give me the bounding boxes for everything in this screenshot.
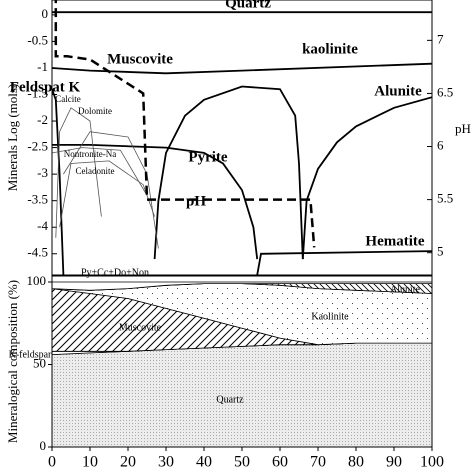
plot-frame [51, 0, 433, 276]
x-tick-label: 0 [48, 454, 56, 471]
series-label: Nontronite-Na [64, 149, 116, 159]
series-label: Feldspat K [10, 79, 81, 95]
series-label: Dolomite [78, 106, 112, 116]
series-label: Hematite [365, 233, 424, 249]
x-tick-label: 60 [272, 454, 288, 471]
series-label: Muscovite [107, 51, 173, 67]
y-tick-label: 50 [33, 355, 46, 370]
y-axis-label: Minerals Log (mols) [5, 84, 20, 192]
y-tick-label: -0.5 [27, 32, 48, 47]
series-label: Pyrite [188, 149, 227, 165]
series-line [59, 160, 155, 228]
y-tick-label: -3 [37, 165, 48, 180]
y-tick-label: 100 [27, 273, 47, 288]
x-tick-label: 70 [310, 454, 326, 471]
area-label: Py+Cc+Do+Non [81, 267, 149, 278]
x-tick-label: 80 [348, 454, 364, 471]
series-line [52, 62, 432, 75]
series-line [52, 147, 148, 196]
y-tick-label: -1.5 [27, 85, 48, 100]
area-label: Alunite [390, 284, 421, 295]
y-tick-label: -4.5 [27, 245, 48, 260]
y2-tick-label: 6.5 [437, 84, 453, 99]
x-tick-label: 40 [196, 454, 212, 471]
y-tick-label: 0 [40, 438, 47, 453]
series-label: kaolinite [302, 41, 358, 57]
y-tick-label: -2 [37, 112, 48, 127]
y2-tick-label: 7 [437, 31, 444, 46]
y2-tick-label: 6 [437, 138, 444, 153]
x-tick-label: 50 [234, 454, 250, 471]
series-line [256, 250, 432, 275]
series-line [52, 144, 259, 260]
y-tick-label: -3.5 [27, 192, 48, 207]
y-tick-label: 0 [42, 6, 49, 21]
x-tick-label: 30 [158, 454, 174, 471]
series-line [55, 107, 102, 238]
series-label: Quartz [225, 0, 271, 11]
series-label: Calcite [55, 94, 81, 104]
y-tick-label: -2.5 [27, 139, 48, 154]
area-label: K-feldspar [9, 349, 52, 360]
series-line [54, 0, 316, 248]
y2-axis-label: pH [455, 121, 471, 136]
y2-tick-label: 5.5 [437, 191, 453, 206]
series-line [52, 88, 65, 275]
series-line [153, 85, 304, 260]
area-label: Kaolinite [311, 311, 349, 322]
y-axis-label: Mineralogical composition (%) [5, 280, 20, 443]
x-tick-label: 10 [82, 454, 98, 471]
series-label: Celadonite [76, 166, 115, 176]
y2-tick-label: 5 [437, 244, 444, 259]
x-tick-label: 100 [420, 454, 444, 471]
series-label: Alunite [374, 83, 422, 99]
x-tick-label: 90 [386, 454, 402, 471]
y-tick-label: -1 [37, 59, 48, 74]
area-label: Muscovite [119, 322, 162, 333]
series-label: pH [186, 193, 206, 209]
y-tick-label: -4 [37, 218, 48, 233]
x-tick-label: 20 [120, 454, 136, 471]
area-label: Quartz [216, 394, 244, 405]
